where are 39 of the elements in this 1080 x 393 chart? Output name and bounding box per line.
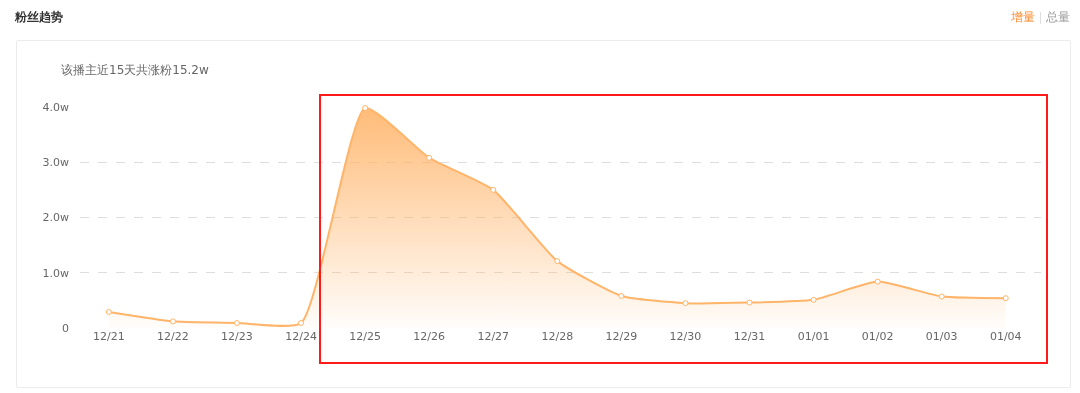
y-tick-label: 2.0w (42, 211, 69, 225)
x-tick-label: 12/24 (285, 330, 317, 343)
point (746, 299, 753, 306)
x-tick-label: 12/26 (413, 330, 446, 343)
chart-subtitle: 该播主近15天共涨粉15.2w (61, 62, 209, 79)
point (105, 308, 112, 315)
x-tick-label: 01/04 (989, 330, 1022, 343)
x-tick-label: 12/27 (477, 330, 510, 343)
point (362, 105, 369, 112)
point (554, 258, 561, 265)
point (233, 320, 240, 327)
y-tick-label: 3.0w (42, 156, 69, 170)
point (938, 293, 945, 300)
point (682, 300, 689, 307)
point (810, 296, 817, 303)
point (618, 292, 625, 299)
y-tick-label: 4.0w (42, 100, 69, 114)
x-tick-label: 01/01 (797, 330, 830, 343)
point (169, 318, 176, 325)
x-tick-label: 01/02 (861, 330, 894, 343)
point (874, 278, 881, 285)
point (426, 154, 433, 161)
x-tick-label: 12/21 (92, 330, 125, 343)
point (1002, 295, 1009, 302)
point (298, 320, 305, 327)
y-tick-label: 0 (62, 321, 69, 335)
y-tick-label: 1.0w (42, 266, 69, 280)
point (490, 186, 497, 193)
x-tick-label: 12/30 (669, 330, 702, 343)
x-tick-label: 12/22 (157, 330, 189, 343)
x-tick-label: 12/31 (733, 330, 766, 343)
x-tick-label: 12/23 (221, 330, 253, 343)
text: 增量 (1011, 10, 1035, 24)
x-tick-label: 12/29 (605, 330, 638, 343)
x-tick-label: 01/03 (925, 330, 958, 343)
chart-title: 粉丝趋势 (15, 9, 63, 26)
text: 总量 (1046, 10, 1070, 24)
x-tick-label: 12/28 (541, 330, 574, 343)
x-tick-label: 12/25 (349, 330, 381, 343)
